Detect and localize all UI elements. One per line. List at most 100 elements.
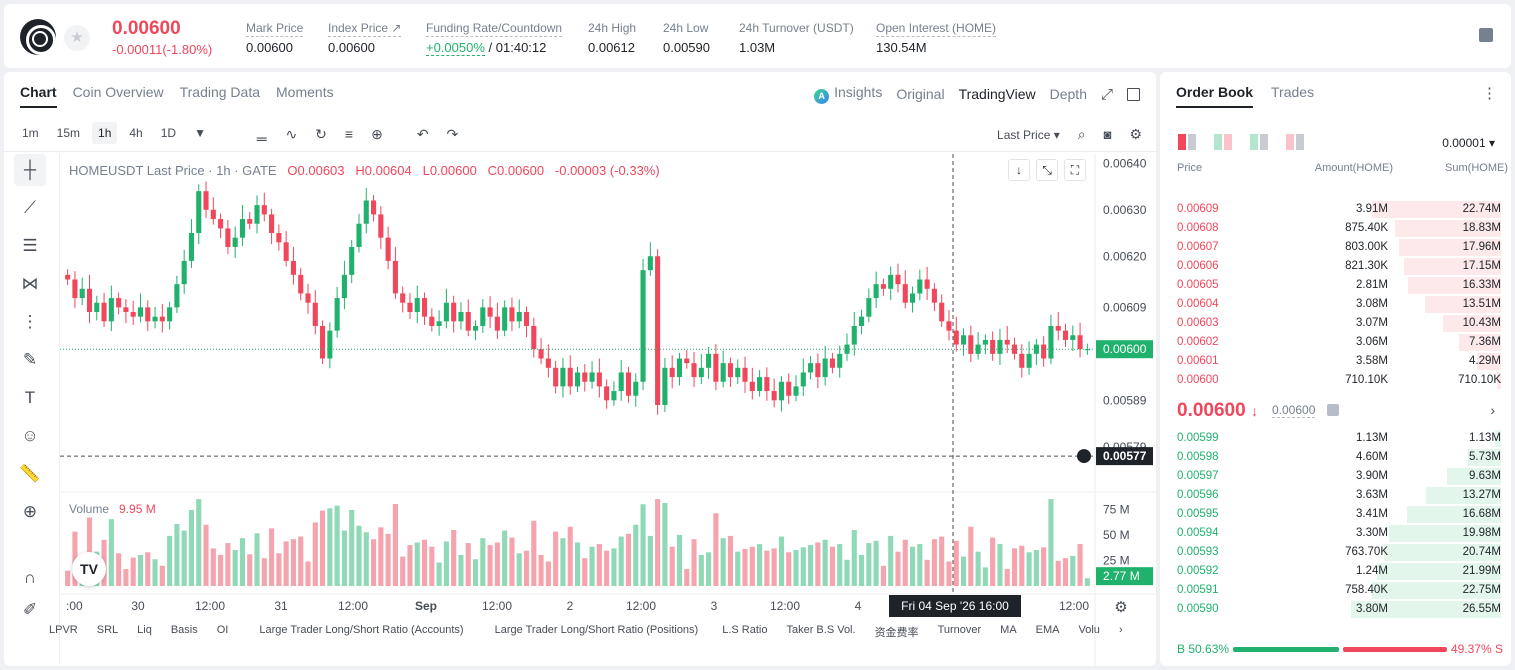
replay-icon[interactable]: ↻ <box>315 126 327 142</box>
ask-row[interactable]: 0.00601 3.58M 4.29M <box>1160 352 1511 371</box>
candle-body <box>436 321 442 326</box>
interval-1d[interactable]: 1D <box>160 126 177 140</box>
ruler-icon[interactable]: 📏 <box>19 464 41 483</box>
interval-1h[interactable]: 1h <box>92 122 118 144</box>
arrow-down-icon[interactable]: ↓ <box>1008 159 1030 181</box>
indicator-item[interactable]: EMA <box>1035 624 1060 636</box>
bid-row[interactable]: 0.00599 1.13M 1.13M <box>1160 429 1511 448</box>
tab-order-book[interactable]: Order Book <box>1176 84 1254 108</box>
view-asks-icon[interactable] <box>1286 134 1304 150</box>
interval-4h[interactable]: 4h <box>129 126 143 140</box>
indicator-item[interactable]: LPVR <box>49 624 78 636</box>
price-source-select[interactable]: Last Price ▾ <box>997 127 1060 142</box>
bid-row[interactable]: 0.00597 3.90M 9.63M <box>1160 467 1511 486</box>
indicator-item[interactable]: Liq <box>137 624 152 636</box>
pencil-lock-icon[interactable]: ✐ <box>22 600 38 619</box>
bid-row[interactable]: 0.00596 3.63M 13.27M <box>1160 486 1511 505</box>
indicator-item[interactable]: Turnover <box>937 624 982 636</box>
camera-icon[interactable]: ◙ <box>1103 127 1112 142</box>
indicators-icon[interactable]: ∿ <box>285 126 298 142</box>
indicator-item[interactable]: L.S Ratio <box>722 624 768 636</box>
horizontal-lines-icon[interactable]: ☰ <box>22 236 38 255</box>
view-depth[interactable]: Depth <box>1049 86 1087 102</box>
interval-dropdown-icon[interactable]: ▼ <box>194 126 206 140</box>
ask-row[interactable]: 0.00603 3.07M 10.43M <box>1160 314 1511 333</box>
bid-row[interactable]: 0.00594 3.30M 19.98M <box>1160 524 1511 543</box>
indicator-item[interactable]: MA <box>1000 624 1017 636</box>
zoom-in-icon[interactable]: ⊕ <box>22 502 38 521</box>
stat-index-price[interactable]: Index Price ↗ 0.00600 <box>328 19 402 55</box>
volume-bar <box>349 509 355 586</box>
tradingview-logo[interactable]: TV <box>72 552 106 586</box>
price-chart[interactable]: 0.00640 0.00630 0.00620 0.00609 0.00589 0.005… <box>60 154 1156 666</box>
view-both-icon[interactable] <box>1178 134 1196 150</box>
tab-trades[interactable]: Trades <box>1271 84 1315 100</box>
indicator-item[interactable]: 资金费率 <box>874 627 919 639</box>
pattern-icon[interactable]: ⋈ <box>21 274 39 293</box>
bid-row[interactable]: 0.00590 3.80M 26.55M <box>1160 600 1511 619</box>
fullscreen-icon[interactable]: ⛶ <box>1064 159 1086 181</box>
ask-row[interactable]: 0.00608 875.40K 18.83M <box>1160 219 1511 238</box>
emoji-icon[interactable]: ☺ <box>21 426 39 445</box>
ask-row[interactable]: 0.00602 3.06M 7.36M <box>1160 333 1511 352</box>
view-mixed-icon[interactable] <box>1214 134 1232 150</box>
volume-bar <box>589 546 595 586</box>
window-icon[interactable] <box>1127 87 1140 101</box>
indicator-item[interactable]: Large Trader Long/Short Ratio (Positions… <box>494 624 699 636</box>
tab-moments[interactable]: Moments <box>276 84 334 100</box>
stat-open-interest[interactable]: Open Interest (HOME) 130.54M <box>876 19 997 55</box>
bid-row[interactable]: 0.00598 4.60M 5.73M <box>1160 448 1511 467</box>
trendline-icon[interactable]: ⟋ <box>24 198 36 217</box>
expand-icon[interactable]: ⤢ <box>1100 85 1113 103</box>
brush-icon[interactable]: ✎ <box>22 350 38 369</box>
undo-icon[interactable]: ↶ <box>416 126 429 142</box>
favorite-star-icon[interactable]: ★ <box>64 25 90 51</box>
stat-mark-price[interactable]: Mark Price 0.00600 <box>246 19 304 55</box>
magnet-icon[interactable]: ∩ <box>23 568 37 587</box>
bid-row[interactable]: 0.00595 3.41M 16.68M <box>1160 505 1511 524</box>
interval-1m[interactable]: 1m <box>22 126 39 140</box>
settings-list-icon[interactable]: ≡ <box>344 126 354 142</box>
ask-row[interactable]: 0.00600 710.10K 710.10K <box>1160 371 1511 390</box>
add-alert-icon[interactable]: ⊕ <box>371 126 383 142</box>
chevron-right-icon[interactable]: › <box>1490 402 1495 418</box>
indicator-item[interactable]: Basis <box>170 624 198 636</box>
redo-icon[interactable]: ↷ <box>446 126 459 142</box>
indicator-item[interactable]: SRL <box>96 624 119 636</box>
stat-funding-rate[interactable]: Funding Rate/Countdown +0.0050% / 01:40:… <box>426 19 563 56</box>
ask-row[interactable]: 0.00605 2.81M 16.33M <box>1160 276 1511 295</box>
price-tick-label: 0.00609 <box>1103 300 1147 314</box>
indicator-item[interactable]: Taker B.S Vol. <box>786 624 856 636</box>
collapse-icon[interactable]: ⤡ <box>1036 159 1058 181</box>
tab-chart[interactable]: Chart <box>20 84 57 108</box>
bid-row[interactable]: 0.00593 763.70K 20.74M <box>1160 543 1511 562</box>
interval-15m[interactable]: 15m <box>56 126 81 140</box>
fib-icon[interactable]: ⋮ <box>21 312 39 331</box>
chevron-right-icon[interactable]: › <box>1118 624 1123 636</box>
ask-row[interactable]: 0.00607 803.00K 17.96M <box>1160 238 1511 257</box>
ask-row[interactable]: 0.00604 3.08M 13.51M <box>1160 295 1511 314</box>
view-original[interactable]: Original <box>896 86 945 102</box>
candle-type-icon[interactable]: 𝍡 <box>256 128 268 144</box>
bid-row[interactable]: 0.00592 1.24M 21.99M <box>1160 562 1511 581</box>
candle-body <box>349 246 355 275</box>
view-bids-icon[interactable] <box>1250 134 1268 150</box>
indicator-item[interactable]: Large Trader Long/Short Ratio (Accounts) <box>259 624 464 636</box>
view-tradingview[interactable]: TradingView <box>958 86 1036 102</box>
more-icon[interactable]: ⋮ <box>1482 85 1497 102</box>
indicator-item[interactable]: Volu <box>1078 624 1100 636</box>
book-icon[interactable] <box>1479 28 1493 42</box>
gear-icon[interactable]: ⚙ <box>1129 126 1142 142</box>
crosshair-icon[interactable]: ┼ <box>14 154 46 186</box>
indicator-item[interactable]: OI <box>216 624 229 636</box>
ask-row[interactable]: 0.00609 3.91M 22.74M <box>1160 200 1511 219</box>
candle-body <box>494 316 500 331</box>
tick-size-select[interactable]: 0.00001 ▾ <box>1442 136 1495 150</box>
tab-trading-data[interactable]: Trading Data <box>179 84 261 100</box>
bid-row[interactable]: 0.00591 758.40K 22.75M <box>1160 581 1511 600</box>
search-icon[interactable]: ⌕ <box>1077 126 1086 142</box>
ask-row[interactable]: 0.00606 821.30K 17.15M <box>1160 257 1511 276</box>
text-icon[interactable]: T <box>24 388 36 407</box>
insights-button[interactable]: A Insights <box>814 84 882 104</box>
tab-coin-overview[interactable]: Coin Overview <box>72 84 164 100</box>
